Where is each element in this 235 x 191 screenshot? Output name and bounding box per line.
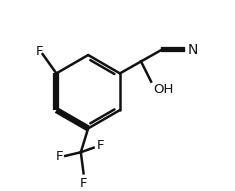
Text: N: N [188, 43, 198, 57]
Text: OH: OH [153, 83, 174, 96]
Text: F: F [96, 139, 104, 152]
Text: F: F [55, 150, 63, 163]
Text: F: F [35, 45, 43, 58]
Text: F: F [80, 177, 87, 190]
